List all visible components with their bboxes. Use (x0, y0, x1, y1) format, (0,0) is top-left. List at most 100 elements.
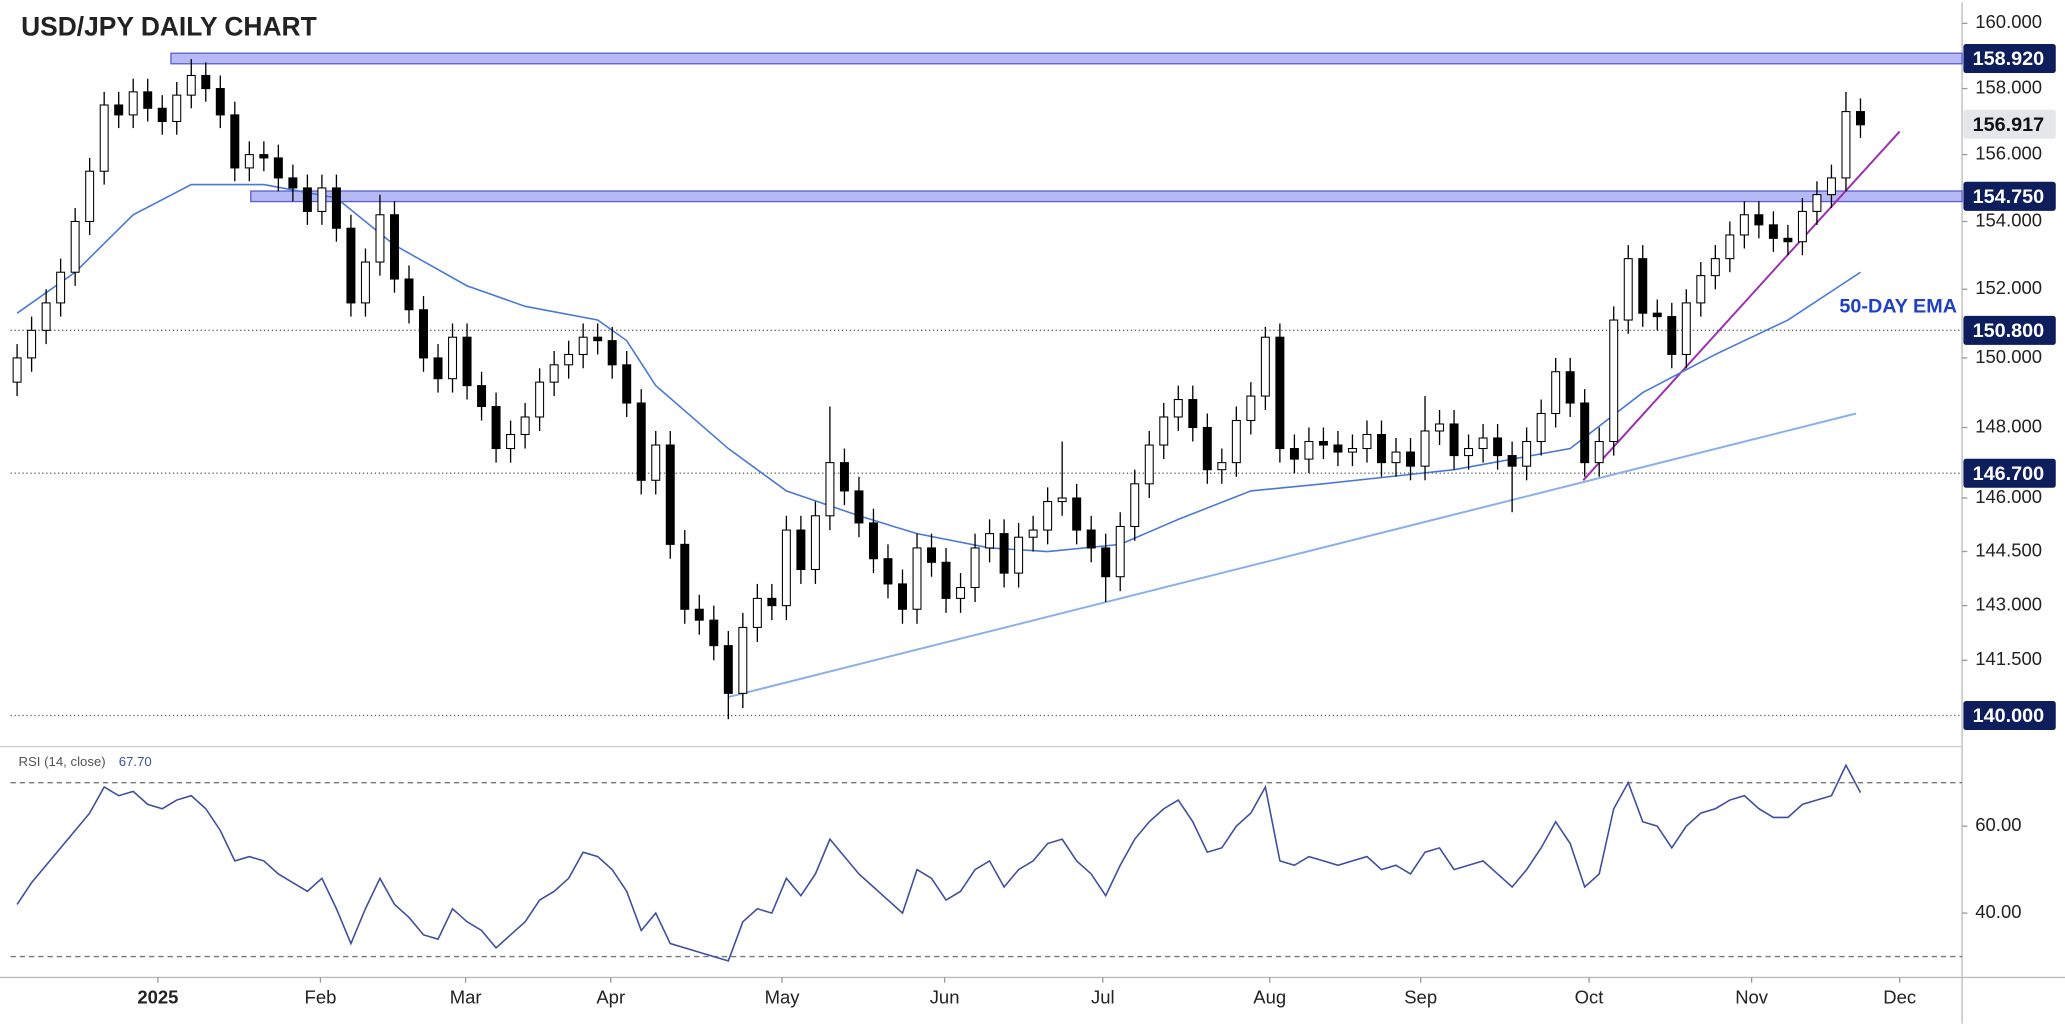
candle-body (1159, 416, 1169, 446)
level-label: 140.000 (1973, 705, 2045, 727)
y-tick-label: 146.000 (1975, 486, 2042, 507)
candle-body (230, 114, 240, 169)
candle-body (1406, 451, 1416, 467)
candle-body (389, 214, 399, 280)
candle-body (462, 336, 472, 387)
x-tick-label: Nov (1735, 986, 1769, 1007)
candle-body (1275, 336, 1285, 450)
y-tick-label: 158.000 (1975, 76, 2042, 97)
candle-body (288, 177, 298, 189)
candle-body (1043, 501, 1053, 531)
level-band (250, 190, 1963, 203)
y-tick-label: 154.000 (1975, 209, 2042, 230)
candle-body (1173, 399, 1183, 418)
candle-body (244, 154, 254, 169)
level-label-box (1963, 701, 2056, 731)
candle-body (1130, 483, 1140, 528)
x-tick-label: Apr (596, 986, 625, 1007)
candle-body (172, 94, 182, 123)
candle-body (99, 104, 109, 172)
candle-body (1260, 336, 1270, 397)
candle-body (854, 490, 864, 524)
candle-body (1493, 437, 1503, 457)
candle-body (1580, 402, 1590, 464)
trendline (1582, 130, 1901, 481)
candle-body (912, 547, 922, 610)
candle-body (709, 619, 719, 647)
candle-body (927, 547, 937, 563)
level-label-box (1963, 109, 2056, 139)
y-tick-label: 156.000 (1975, 142, 2042, 163)
candle-body (535, 381, 545, 418)
level-label: 154.750 (1973, 186, 2045, 208)
candle-body (1362, 433, 1372, 450)
candle-body (1812, 194, 1822, 212)
x-tick-label: Feb (305, 986, 337, 1007)
candle-body (941, 561, 951, 599)
candle-body (1376, 433, 1386, 464)
candle-body (985, 533, 995, 549)
candle-body (1855, 111, 1865, 126)
candle-body (27, 329, 37, 359)
candle-body (622, 364, 632, 404)
candle-body (1318, 440, 1328, 446)
candle-body (1826, 177, 1836, 196)
candle-body (1652, 312, 1662, 318)
candle-body (215, 88, 225, 116)
candle-body (1522, 440, 1532, 467)
candle-body (607, 340, 617, 366)
candle-body (1086, 529, 1096, 549)
candle-body (1710, 258, 1720, 277)
level-label: 146.700 (1973, 463, 2045, 485)
candle-body (1231, 419, 1241, 464)
x-tick-label: 2025 (137, 986, 178, 1007)
candle-body (1725, 234, 1735, 260)
candle-body (1188, 399, 1198, 429)
candle-body (1797, 210, 1807, 243)
candle-body (1391, 451, 1401, 464)
candle-body (1435, 423, 1445, 432)
candle-body (1768, 224, 1778, 239)
y-tick-label: 160.000 (1975, 11, 2042, 32)
candle-body (1028, 529, 1038, 538)
candle-body (1623, 258, 1633, 321)
candle-body (839, 462, 849, 492)
y-tick-label: 148.000 (1975, 415, 2042, 436)
candle-body (1014, 536, 1024, 574)
y-tick-label: 143.000 (1975, 594, 2042, 615)
candle-body (41, 302, 51, 331)
level-label-box (1963, 315, 2056, 345)
x-tick-label: Jul (1091, 986, 1115, 1007)
candle-body (1333, 444, 1343, 453)
y-tick-label: 141.500 (1975, 648, 2042, 669)
x-tick-label: Dec (1883, 986, 1916, 1007)
level-band (170, 52, 1963, 65)
candle-body (883, 558, 893, 585)
candle-body (1638, 258, 1648, 314)
y-tick-label: 40.00 (1975, 901, 2021, 922)
candle-body (1609, 319, 1619, 443)
candle-body (56, 271, 66, 304)
level-label-box (1963, 458, 2056, 488)
candle-body (273, 157, 283, 179)
y-tick-label: 152.000 (1975, 277, 2042, 298)
x-tick-label: Mar (450, 986, 482, 1007)
candle-body (346, 227, 356, 304)
candle-body (143, 91, 153, 109)
candle-body (564, 353, 574, 366)
chart-title: USD/JPY DAILY CHART (21, 12, 317, 42)
candle-body (1246, 395, 1256, 422)
candle-body (1115, 525, 1125, 578)
trendline (728, 412, 1857, 699)
candle-body (1347, 448, 1357, 453)
candle-body (506, 433, 516, 450)
candle-body (1667, 316, 1677, 355)
candle-body (70, 220, 80, 273)
x-tick-label: Jun (930, 986, 960, 1007)
candle-body (1754, 214, 1764, 226)
candle-body (1304, 440, 1314, 460)
candle-body (114, 104, 124, 116)
level-label: 156.917 (1973, 114, 2045, 136)
